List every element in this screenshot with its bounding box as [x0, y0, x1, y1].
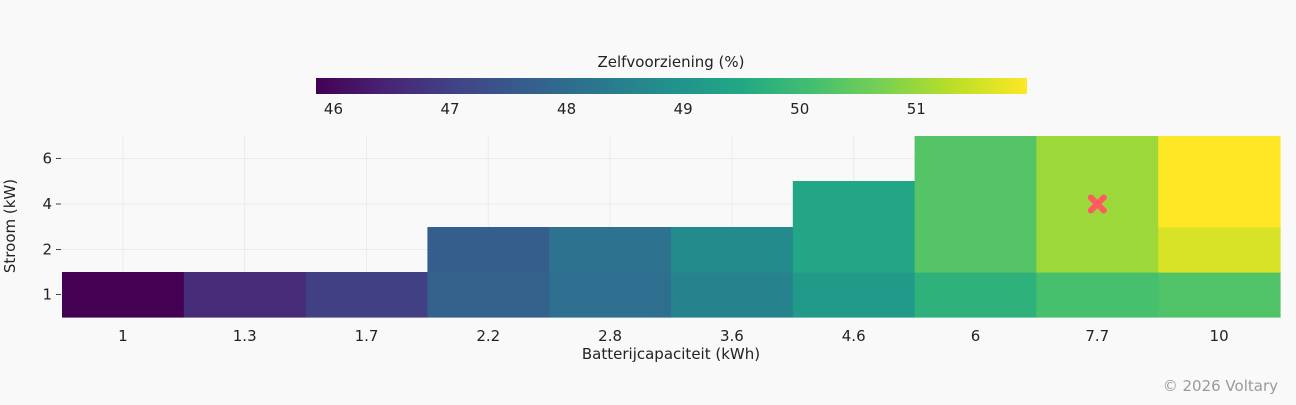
y-tick-label: 2 [42, 241, 52, 259]
x-tick-label: 1 [118, 327, 128, 345]
heatmap-cell [914, 136, 1037, 273]
heatmap-cell [427, 227, 550, 273]
x-tick-label: 7.7 [1085, 327, 1109, 345]
heatmap-cell [792, 181, 916, 273]
colorbar-gradient [316, 78, 1027, 94]
heatmap-cell [914, 272, 1037, 318]
y-tick-label: 4 [42, 195, 52, 213]
heatmap-cell [671, 272, 794, 318]
x-axis-title: Batterijcapaciteit (kWh) [582, 345, 760, 363]
heatmap-cells [62, 136, 1281, 318]
heatmap-cell [1158, 136, 1281, 228]
heatmap-cell [305, 272, 428, 318]
x-tick-label: 1.7 [355, 327, 379, 345]
y-tick-label: 1 [42, 286, 52, 304]
colorbar-tick-label: 46 [324, 100, 343, 118]
heatmap-cell [671, 227, 794, 273]
heatmap-cell [1158, 227, 1281, 273]
y-axis: Stroom (kW) 1 2 4 6 [1, 150, 61, 304]
heatmap-cell [1158, 272, 1281, 318]
heatmap-cell [183, 272, 307, 318]
colorbar-tick-label: 47 [440, 100, 459, 118]
copyright-credit: © 2026 Voltary [1162, 377, 1278, 395]
x-tick-label: 3.6 [720, 327, 744, 345]
heatmap-cell [549, 272, 672, 318]
x-axis: Batterijcapaciteit (kWh) 1 1.3 1.7 2.2 2.8 3.… [118, 327, 1229, 363]
colorbar-tick-label: 48 [557, 100, 576, 118]
x-tick-label: 1.3 [233, 327, 257, 345]
colorbar: Zelfvoorziening (%) 46 47 48 49 50 51 [316, 53, 1027, 118]
optimum-x-marker [1087, 194, 1107, 214]
y-axis-title: Stroom (kW) [1, 179, 19, 273]
heatmap-cell [62, 272, 185, 318]
x-tick-label: 10 [1210, 327, 1229, 345]
x-tick-label: 2.8 [598, 327, 622, 345]
colorbar-tick-label: 49 [674, 100, 693, 118]
x-tick-label: 6 [971, 327, 981, 345]
heatmap-cell [1036, 272, 1159, 318]
x-tick-label: 2.2 [476, 327, 500, 345]
colorbar-title: Zelfvoorziening (%) [597, 53, 744, 71]
heatmap-cell [549, 227, 672, 273]
y-tick-label: 6 [42, 150, 52, 168]
x-tick-label: 4.6 [842, 327, 866, 345]
optimum-marker [1087, 194, 1107, 214]
colorbar-tick-label: 51 [907, 100, 926, 118]
heatmap-cell [427, 272, 550, 318]
colorbar-tick-label: 50 [790, 100, 809, 118]
heatmap-cell [792, 272, 916, 318]
